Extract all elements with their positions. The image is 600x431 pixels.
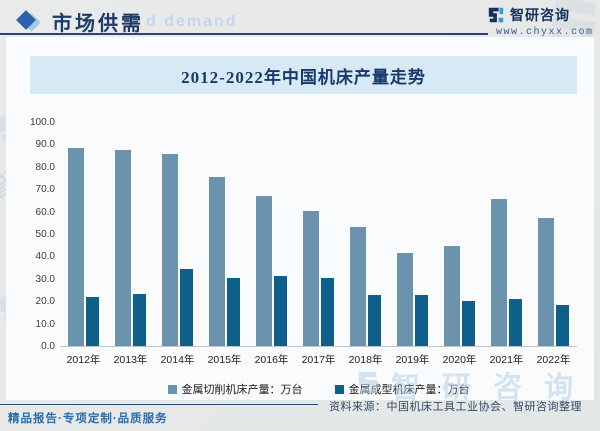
- x-axis: 2012年 2013年 2014年 2015年 2016年 2017年 2018年 2019年…: [60, 352, 577, 367]
- x-tick-label: 2018年: [348, 354, 383, 366]
- bar-group: [107, 123, 154, 346]
- legend-swatch-icon: [167, 384, 177, 394]
- footer-divider: [0, 404, 318, 405]
- bar: [462, 300, 475, 346]
- y-tick-label: 90.0: [35, 139, 55, 151]
- bar-group: [530, 123, 577, 346]
- x-tick-label: 2012年: [66, 354, 101, 366]
- bar: [350, 226, 366, 346]
- x-tick-label: 2020年: [442, 354, 477, 366]
- legend-item: 金属切削机床产量：万台: [167, 381, 303, 397]
- bar: [491, 198, 507, 346]
- bar: [321, 278, 334, 346]
- brand-block: 智研咨询: [487, 5, 570, 25]
- legend-label: 金属切削机床产量：万台: [181, 384, 303, 396]
- legend-swatch-icon: [334, 384, 344, 394]
- brand-logo-icon: [487, 6, 505, 24]
- bar-group: [248, 123, 295, 346]
- bar: [556, 305, 569, 346]
- bar: [227, 278, 240, 346]
- chart-title-band: 2012-2022年中国机床产量走势: [30, 56, 577, 94]
- y-tick-label: 100.0: [29, 117, 55, 128]
- bar: [162, 153, 178, 346]
- bar: [538, 217, 554, 346]
- bar: [180, 269, 193, 346]
- plot-area: [60, 123, 577, 347]
- y-tick-label: 60.0: [35, 206, 55, 218]
- y-tick-label: 20.0: [35, 296, 55, 308]
- bar-group: [436, 123, 483, 346]
- y-tick-label: 10.0: [35, 318, 55, 330]
- bar: [115, 150, 131, 346]
- section-title: 市场供需: [52, 13, 144, 35]
- x-tick-label: 2019年: [395, 354, 430, 366]
- bar: [303, 210, 319, 346]
- bar: [415, 294, 428, 346]
- bar: [133, 294, 146, 346]
- bar-group: [201, 123, 248, 346]
- bar: [368, 295, 381, 346]
- x-tick-label: 2015年: [207, 354, 242, 366]
- y-tick-label: 50.0: [35, 229, 55, 240]
- bar-group: [342, 123, 389, 346]
- bar-group: [60, 123, 107, 346]
- header-divider: [0, 33, 488, 35]
- bar-group: [295, 123, 342, 346]
- bar: [256, 196, 272, 346]
- bar: [68, 148, 84, 346]
- legend-label: 金属成型机床产量：万台: [348, 384, 470, 396]
- brand-name: 智研咨询: [510, 7, 570, 23]
- header-watermark-text: d demand: [146, 13, 238, 30]
- brand-url-link[interactable]: www.chyxx.com: [496, 27, 594, 38]
- footer-tagline: 精品报告·专项定制·品质服务: [8, 413, 168, 425]
- data-source-note: 资料来源：中国机床工具工业协会、智研咨询整理: [329, 401, 582, 413]
- x-tick-label: 2017年: [301, 354, 336, 366]
- bar: [444, 246, 460, 346]
- bar: [397, 252, 413, 346]
- bar-group: [483, 123, 530, 346]
- bar: [86, 296, 99, 346]
- bar: [274, 275, 287, 346]
- chart-title: 2012-2022年中国机床产量走势: [181, 67, 426, 87]
- x-tick-label: 2021年: [489, 354, 524, 366]
- bar: [509, 298, 522, 346]
- y-tick-label: 0.0: [41, 341, 55, 352]
- x-tick-label: 2014年: [160, 354, 195, 366]
- x-tick-label: 2016年: [254, 354, 289, 366]
- x-tick-label: 2022年: [536, 354, 571, 366]
- y-tick-label: 70.0: [35, 184, 55, 196]
- x-tick-label: 2013年: [113, 354, 148, 366]
- y-axis: 0.0 10.0 20.0 30.0 40.0 50.0 60.0 70.0 80.0 90.0 1…: [0, 0, 55, 431]
- y-tick-label: 30.0: [35, 273, 55, 285]
- y-tick-label: 40.0: [35, 251, 55, 263]
- chart-legend: 金属切削机床产量：万台 金属成型机床产量：万台: [60, 381, 577, 397]
- bar-group: [389, 123, 436, 346]
- bar-group: [154, 123, 201, 346]
- y-tick-label: 80.0: [35, 161, 55, 173]
- legend-item: 金属成型机床产量：万台: [334, 381, 470, 397]
- bar: [209, 176, 225, 346]
